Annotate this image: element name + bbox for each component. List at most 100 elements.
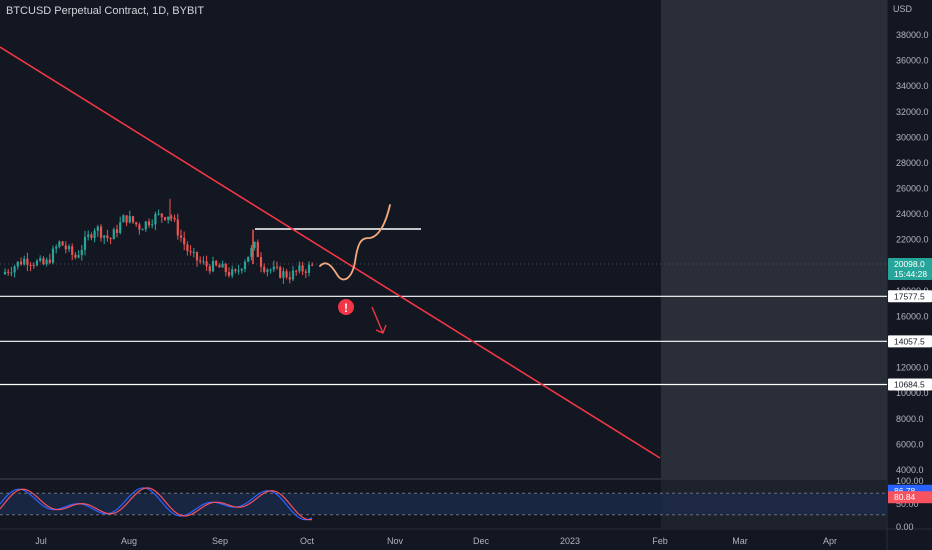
price-axis-tick: 12000.0 bbox=[896, 363, 929, 373]
time-axis-label: Dec bbox=[473, 536, 490, 546]
candle-body bbox=[179, 235, 183, 238]
candle-body bbox=[237, 270, 240, 272]
candle-body bbox=[304, 271, 307, 273]
candle-body bbox=[202, 261, 205, 263]
candle-body bbox=[61, 241, 64, 246]
price-axis-tick: 26000.0 bbox=[896, 184, 929, 194]
candle-body bbox=[115, 229, 119, 233]
candle-body bbox=[291, 270, 295, 280]
descending-trendline bbox=[0, 46, 661, 459]
candle-body bbox=[19, 261, 23, 265]
stoch-k-tag-text: 86.78 bbox=[894, 486, 916, 496]
candle-body bbox=[266, 269, 269, 272]
candle-body bbox=[87, 234, 90, 237]
stoch-d-tag bbox=[888, 491, 932, 504]
candle-body bbox=[119, 222, 122, 233]
chart-title: BTCUSD Perpetual Contract, 1D, BYBIT bbox=[6, 5, 205, 17]
candle-body bbox=[272, 266, 275, 270]
candle-body bbox=[205, 261, 208, 267]
candle-body bbox=[170, 216, 173, 218]
down-arrow-icon bbox=[371, 306, 387, 334]
candle-body bbox=[275, 266, 279, 268]
candle-body bbox=[74, 254, 77, 258]
candle-body bbox=[99, 226, 103, 238]
candle-body bbox=[173, 217, 176, 220]
candle-body bbox=[250, 247, 253, 257]
level-price-tag-text: 14057.5 bbox=[894, 336, 925, 346]
candle-body bbox=[224, 263, 227, 273]
price-axis-tick: 34000.0 bbox=[896, 81, 929, 91]
candle-body bbox=[240, 268, 243, 271]
candle-body bbox=[301, 265, 304, 272]
price-axis-tick: 8000.0 bbox=[896, 414, 924, 424]
level-price-tag-text: 10684.5 bbox=[894, 379, 925, 389]
time-axis-label: 2023 bbox=[560, 536, 580, 546]
candle-body bbox=[160, 213, 163, 218]
candle-body bbox=[48, 259, 51, 263]
price-axis-tick: 28000.0 bbox=[896, 158, 929, 168]
candle-body bbox=[10, 272, 13, 274]
candle-body bbox=[32, 265, 35, 267]
level-price-tag-text: 17577.5 bbox=[894, 291, 925, 301]
candle-body bbox=[90, 234, 93, 238]
price-axis-tick: 30000.0 bbox=[896, 132, 929, 142]
time-axis-label: Feb bbox=[652, 536, 668, 546]
oscillator-axis-tick: 0.00 bbox=[896, 522, 914, 532]
candle-body bbox=[199, 260, 202, 262]
candle-body bbox=[295, 270, 298, 272]
candle-body bbox=[96, 226, 99, 231]
price-axis-tick: 32000.0 bbox=[896, 107, 929, 117]
candle-body bbox=[163, 217, 167, 220]
candle-body bbox=[144, 221, 147, 230]
candle-body bbox=[183, 237, 186, 245]
current-price-tag bbox=[888, 258, 932, 281]
current-price-tag-countdown: 15:44:28 bbox=[894, 269, 927, 279]
candle-body bbox=[231, 269, 234, 276]
price-axis-tick: 24000.0 bbox=[896, 209, 929, 219]
candle-body bbox=[13, 266, 16, 273]
candle-body bbox=[282, 271, 285, 278]
candle-body bbox=[138, 224, 141, 230]
time-axis-label: Apr bbox=[823, 536, 837, 546]
time-axis-label: Aug bbox=[121, 536, 137, 546]
price-axis-tick: 38000.0 bbox=[896, 30, 929, 40]
candle-body bbox=[259, 256, 263, 267]
candle-body bbox=[106, 235, 109, 238]
price-axis-tick: 6000.0 bbox=[896, 439, 924, 449]
candle-body bbox=[285, 271, 288, 278]
candle-body bbox=[154, 213, 157, 225]
stoch-d-tag-text: 80.84 bbox=[894, 492, 916, 502]
candle-body bbox=[3, 271, 7, 275]
candle-body bbox=[288, 277, 291, 280]
candle-body bbox=[93, 230, 96, 238]
current-price-tag-text: 20098.0 bbox=[894, 259, 925, 269]
candle-body bbox=[221, 263, 224, 268]
stoch-d-line bbox=[0, 487, 313, 521]
candle-body bbox=[80, 249, 83, 256]
candle-body bbox=[269, 269, 272, 271]
warning-icon bbox=[338, 299, 354, 315]
candle-body bbox=[122, 215, 125, 223]
candle-body bbox=[298, 265, 301, 272]
candle-body bbox=[58, 241, 61, 247]
time-axis-label: Mar bbox=[732, 536, 748, 546]
candle-body bbox=[208, 266, 211, 272]
candle-body bbox=[125, 215, 128, 223]
candle-body bbox=[176, 219, 179, 236]
candle-body bbox=[186, 244, 189, 252]
candle-body bbox=[109, 237, 112, 240]
price-axis-tick: 4000.0 bbox=[896, 465, 924, 475]
time-axis-label: Oct bbox=[300, 536, 315, 546]
candle-body bbox=[253, 242, 256, 248]
oscillator-axis-tick: 100.00 bbox=[896, 476, 924, 486]
candle-body bbox=[29, 264, 32, 266]
candle-body bbox=[35, 260, 39, 266]
candle-body bbox=[103, 235, 106, 238]
projection-path bbox=[319, 204, 391, 281]
candle-body bbox=[141, 229, 144, 231]
candle-body bbox=[195, 252, 199, 261]
candle-body bbox=[279, 267, 282, 278]
candle-body bbox=[243, 261, 247, 269]
